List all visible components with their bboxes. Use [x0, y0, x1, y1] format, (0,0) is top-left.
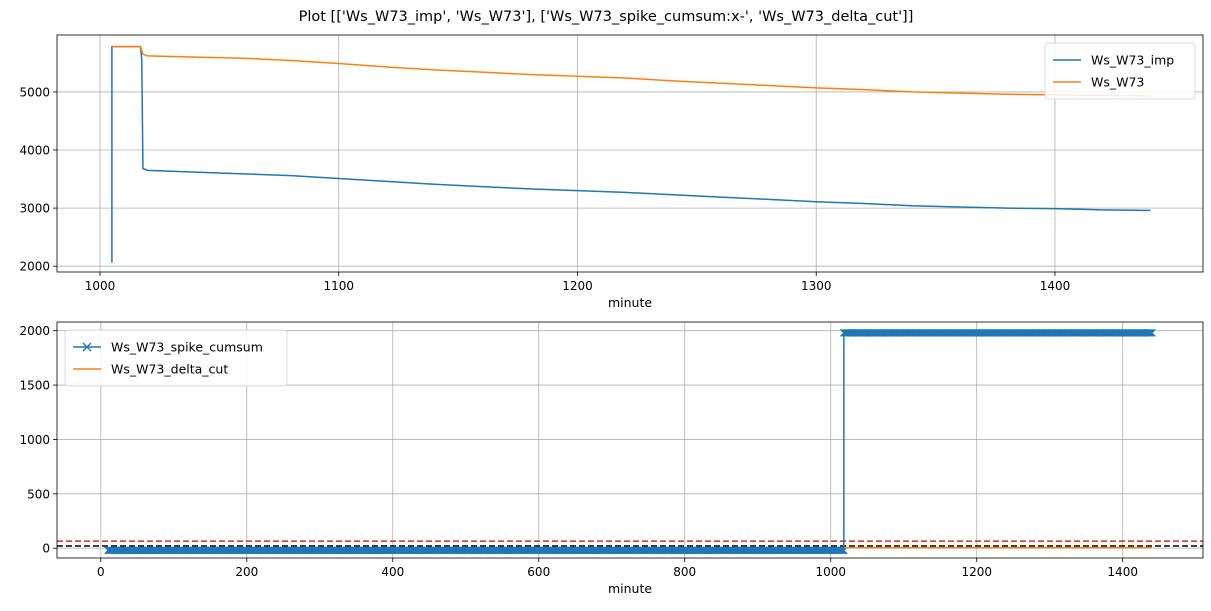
- legend-marker: [82, 342, 92, 352]
- axes-frame: [56, 321, 1204, 559]
- legend-label: Ws_W73_spike_cumsum: [111, 340, 263, 355]
- x-tick-label: 1300: [801, 279, 832, 293]
- x-tick-label: 1000: [815, 565, 846, 579]
- x-tick-label: 1400: [1040, 279, 1071, 293]
- legend-box: [64, 329, 288, 387]
- plot-area: [111, 45, 1151, 263]
- y-tick-label: 1500: [19, 379, 50, 393]
- x-tick-label: 600: [527, 565, 550, 579]
- x-tick-label: 800: [673, 565, 696, 579]
- legend-label: Ws_W73_imp: [1091, 53, 1174, 68]
- series-line: [111, 45, 1151, 97]
- plot-area: [57, 328, 1203, 555]
- x-tick-label: 1000: [85, 279, 116, 293]
- x-axis-label: minute: [608, 295, 652, 310]
- y-tick-label: 2000: [19, 260, 50, 274]
- axes-frame: [56, 34, 1204, 273]
- top-axes: 1000 1100 1200 1300 1400 2000 3000 4000 5000 minu…: [19, 34, 1204, 310]
- series-markers: [104, 546, 848, 555]
- y-tick-label: 3000: [19, 202, 50, 216]
- series-markers: [839, 328, 1156, 337]
- y-tick-label: 0: [42, 542, 50, 556]
- series-line: [111, 45, 1151, 263]
- legend: Ws_W73_spike_cumsum Ws_W73_delta_cut: [64, 329, 288, 387]
- legend-label: Ws_W73: [1091, 75, 1144, 90]
- y-tick-label: 5000: [19, 85, 50, 99]
- y-tick-label: 1000: [19, 433, 50, 447]
- legend: Ws_W73_imp Ws_W73: [1044, 42, 1196, 100]
- bottom-axes: 0 200 400 600 800 1000 1200 1400 0 500 1000 1500 200…: [19, 321, 1204, 596]
- x-tick-label: 200: [235, 565, 258, 579]
- x-tick-label: 0: [97, 565, 105, 579]
- legend-label: Ws_W73_delta_cut: [111, 362, 228, 377]
- x-tick-label: 1400: [1107, 565, 1138, 579]
- x-tick-label: 1100: [323, 279, 354, 293]
- y-tick-label: 4000: [19, 144, 50, 158]
- y-tick-label: 500: [27, 487, 50, 501]
- legend-box: [1044, 42, 1196, 100]
- x-tick-label: 400: [381, 565, 404, 579]
- y-tick-label: 2000: [19, 324, 50, 338]
- figure-title: Plot [['Ws_W73_imp', 'Ws_W73'], ['Ws_W73…: [299, 9, 914, 25]
- x-axis-label: minute: [608, 581, 652, 596]
- x-tick-label: 1200: [562, 279, 593, 293]
- x-tick-label: 1200: [961, 565, 992, 579]
